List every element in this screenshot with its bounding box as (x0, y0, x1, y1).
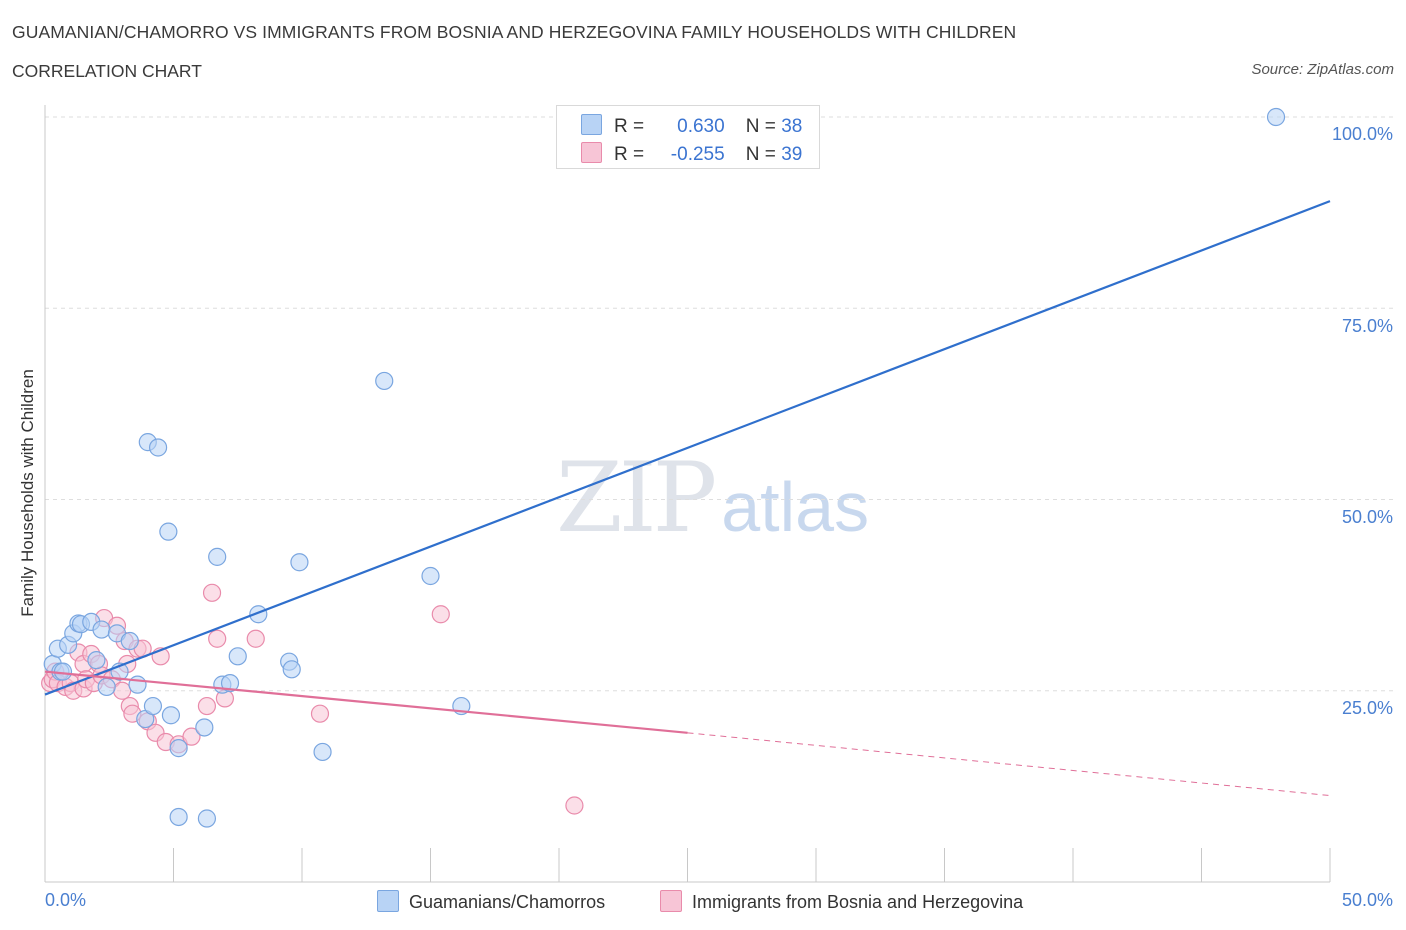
point-bosnia-35 (246, 629, 265, 648)
point-guamanian-29 (228, 647, 247, 666)
n-value-guamanian: 38 (781, 116, 803, 137)
y-tick-label-100: 100.0% (1331, 124, 1393, 144)
legend-swatch-pink (581, 142, 602, 163)
y-tick-label-75: 75.0% (1341, 316, 1393, 336)
watermark: ZIP atlas (556, 442, 869, 554)
r-value-bosnia: -0.255 (670, 144, 725, 165)
y-axis-label: Family Households with Children (18, 369, 37, 617)
point-bosnia-30 (182, 727, 201, 746)
point-bosnia-33 (208, 629, 227, 648)
legend-swatch-bosnia (660, 890, 682, 912)
y-tick-label-25: 25.0% (1341, 698, 1393, 718)
point-guamanian-32 (282, 660, 301, 679)
point-guamanian-11 (97, 677, 116, 697)
trendline-bosnia (44, 670, 688, 734)
legend-row-bosnia: R = -0.255 N = 39 (581, 142, 802, 166)
point-guamanian-10 (92, 620, 111, 639)
point-guamanian-3 (53, 662, 73, 681)
point-bosnia-31 (197, 696, 217, 716)
point-guamanian-9 (87, 651, 106, 670)
point-guamanian-28 (220, 673, 240, 693)
y-tick-label-50: 50.0% (1341, 507, 1393, 527)
point-guamanian-20 (159, 522, 178, 541)
point-guamanian-24 (195, 718, 214, 737)
point-guamanian-22 (169, 739, 188, 758)
point-guamanian-33 (290, 553, 309, 572)
point-bosnia-36 (310, 704, 330, 723)
point-bosnia-18 (112, 681, 132, 700)
point-guamanian-36 (421, 566, 440, 586)
point-bosnia-38 (565, 796, 584, 815)
point-guamanian-26 (208, 547, 227, 566)
legend-swatch-blue (581, 114, 602, 135)
source-label: Source: ZipAtlas.com (1251, 61, 1394, 78)
point-guamanian-19 (148, 438, 168, 457)
chart-subtitle: CORRELATION CHART (12, 61, 202, 81)
point-guamanian-18 (143, 696, 163, 716)
point-guamanian-15 (128, 675, 147, 694)
legend-item-guamanian: Guamanians/Chamorros (377, 890, 605, 913)
watermark-atlas: atlas (721, 468, 870, 546)
point-guamanian-38 (1266, 107, 1286, 127)
point-guamanian-25 (197, 809, 217, 828)
legend-item-bosnia: Immigrants from Bosnia and Herzegovina (660, 890, 1023, 913)
x-tick-label-max: 50.0% (1341, 890, 1393, 910)
point-bosnia-32 (202, 583, 222, 602)
point-guamanian-14 (120, 631, 139, 651)
point-guamanian-23 (169, 807, 188, 827)
trendline-bosnia-extension (687, 732, 1331, 797)
point-guamanian-34 (313, 742, 332, 762)
x-tick-label-min: 0.0% (45, 890, 87, 910)
correlation-legend: R = 0.630 N = 38 R = -0.255 N = 39 (556, 105, 820, 169)
legend-swatch-guamanian (377, 890, 399, 912)
watermark-zip: ZIP (556, 442, 717, 554)
point-guamanian-21 (161, 706, 181, 725)
chart-title: GUAMANIAN/CHAMORRO VS IMMIGRANTS FROM BO… (12, 22, 1017, 42)
point-bosnia-37 (431, 605, 450, 624)
trendline-guamanian (44, 200, 1331, 696)
r-value-guamanian: 0.630 (677, 116, 725, 137)
point-guamanian-35 (375, 371, 394, 391)
legend-row-guamanian: R = 0.630 N = 38 (581, 114, 802, 138)
n-value-bosnia: 39 (781, 144, 803, 165)
